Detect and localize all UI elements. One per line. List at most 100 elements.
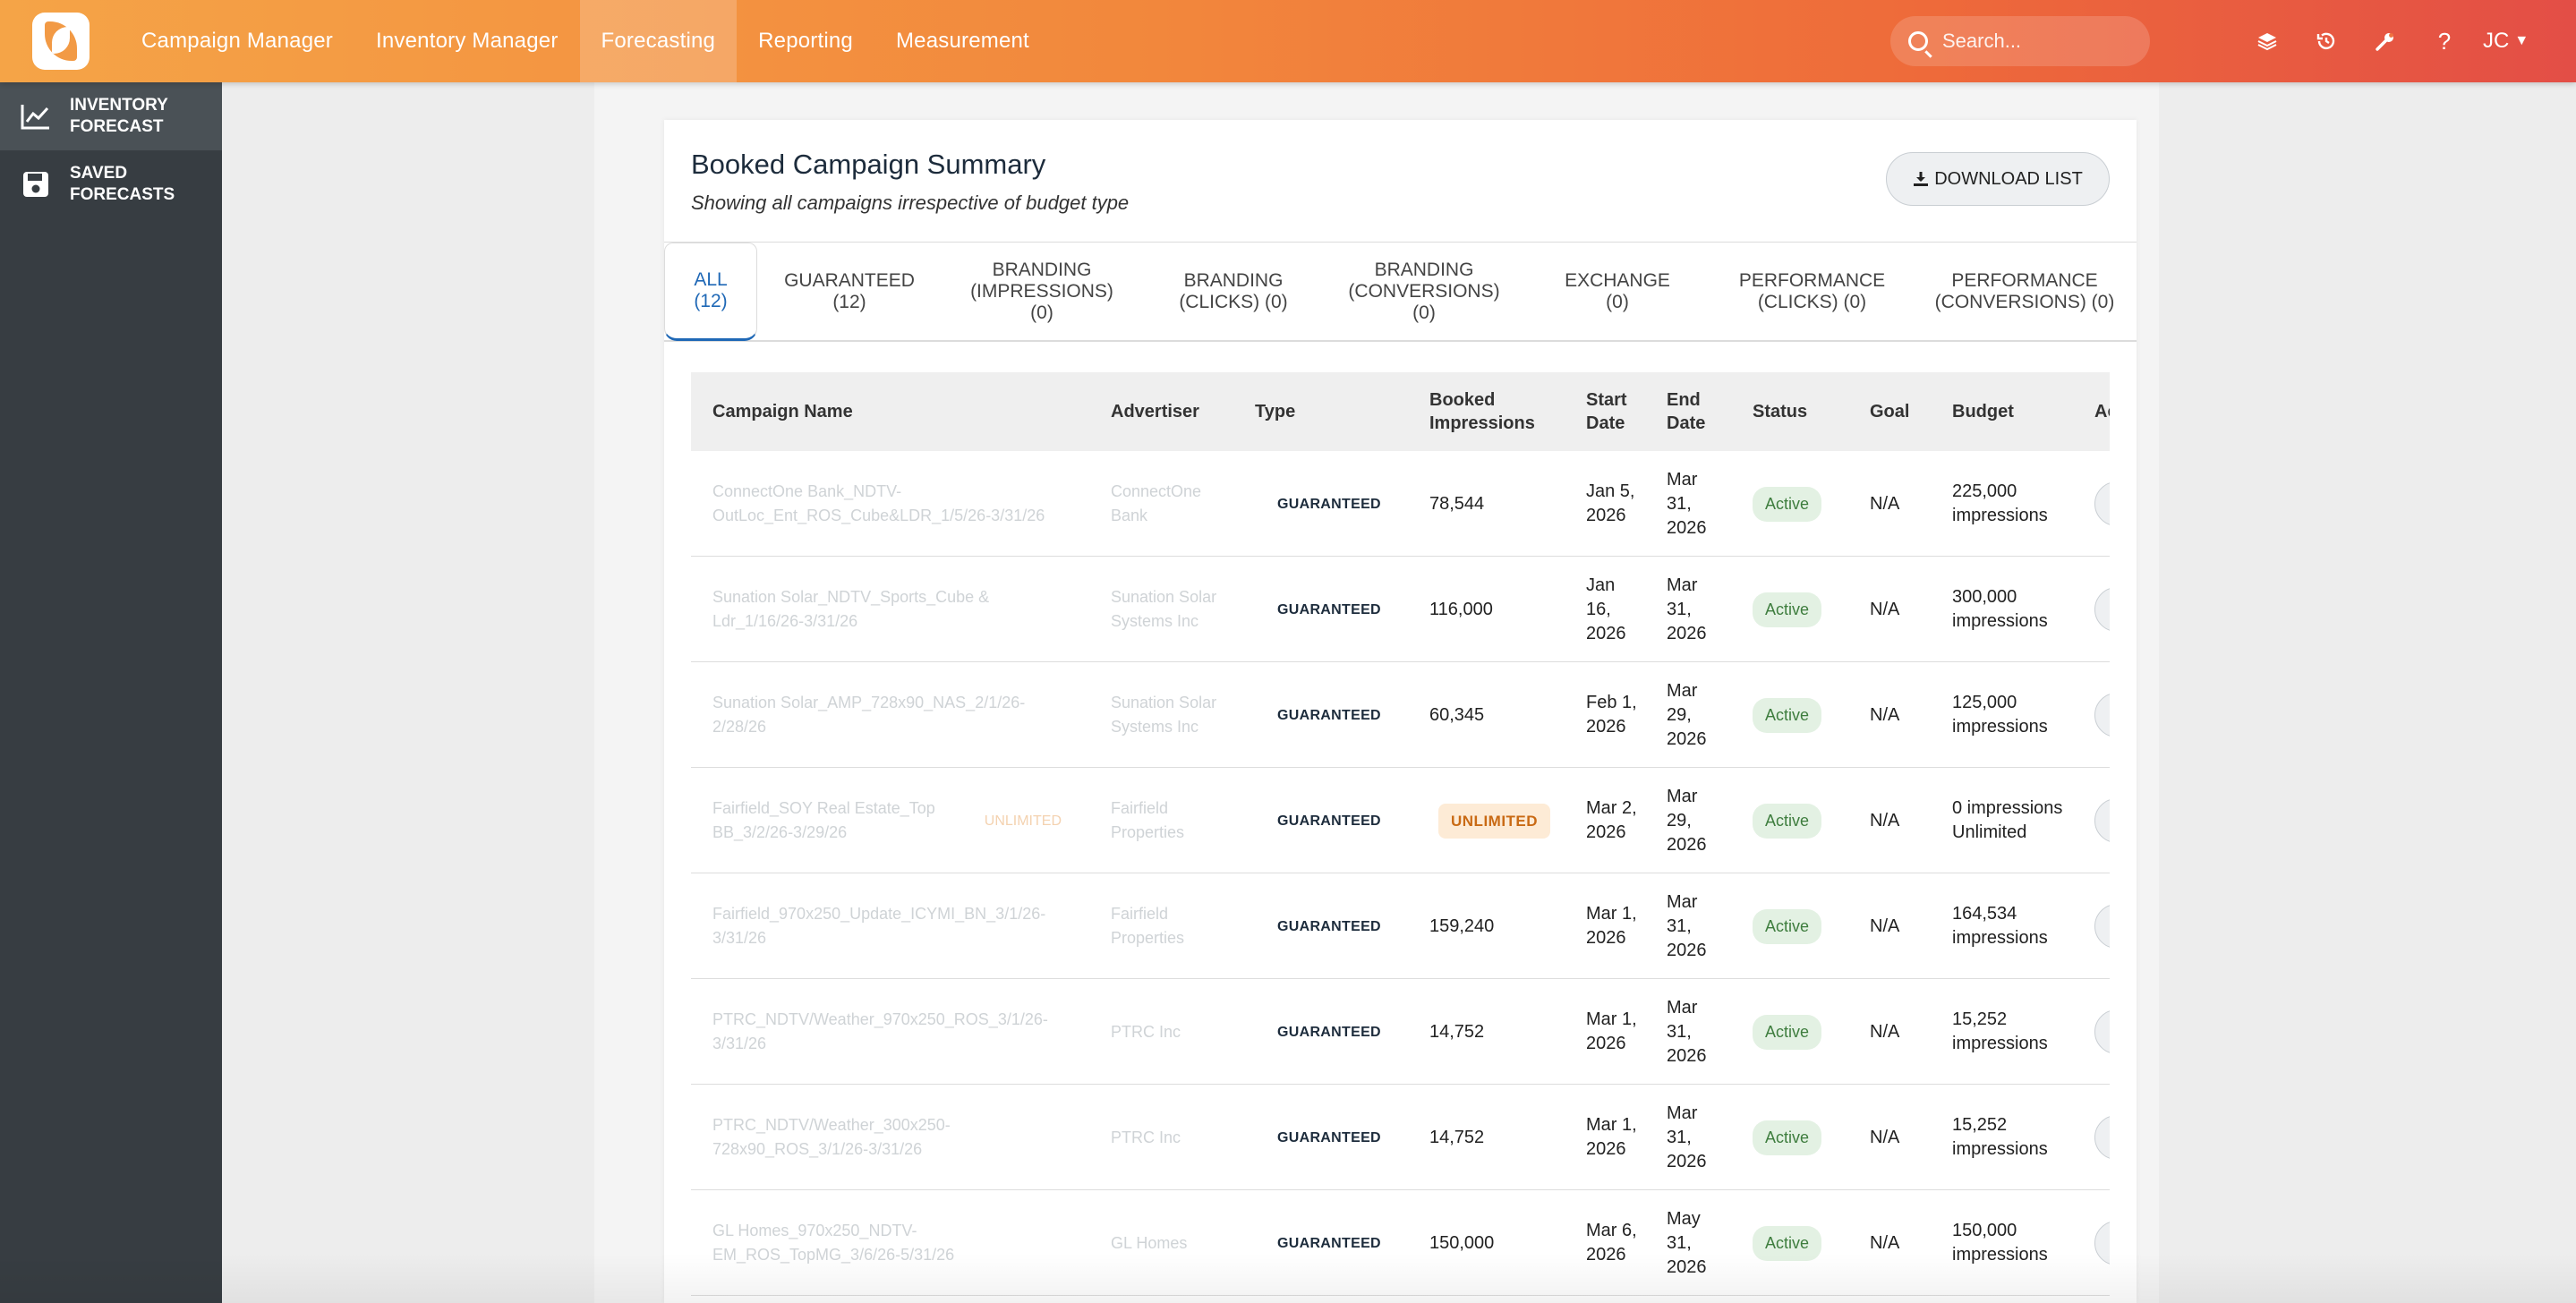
table-row[interactable]: ConnectOne Bank_NDTV-OutLoc_Ent_ROS_Cube… — [691, 451, 2110, 557]
tab-branding-conversions[interactable]: BRANDING (CONVERSIONS) (0) — [1348, 260, 1500, 323]
col-actions[interactable]: Ac — [2094, 402, 2110, 422]
campaign-name-cell[interactable]: GL Homes_970x250_NDTV-EM_ROS_TopMG_3/6/2… — [712, 1190, 1062, 1296]
nav-inventory-manager[interactable]: Inventory Manager — [376, 29, 559, 53]
tab-branding-clicks[interactable]: BRANDING (CLICKS) (0) — [1179, 270, 1288, 312]
col-budget[interactable]: Budget — [1952, 402, 2014, 422]
row-action-button[interactable] — [2094, 481, 2110, 526]
campaign-name[interactable]: ConnectOne Bank_NDTV-OutLoc_Ent_ROS_Cube… — [712, 482, 1045, 524]
row-action-button[interactable] — [2094, 798, 2110, 843]
end-date-cell: Mar 31, 2026 — [1667, 891, 1707, 960]
sidebar-item-label: INVENTORY FORECAST — [70, 96, 168, 136]
tab-branding-impressions[interactable]: BRANDING (IMPRESSIONS) (0) — [970, 260, 1113, 323]
campaign-name-cell[interactable]: PTRC_NDTV/Weather_300x250-728x90_ROS_3/1… — [712, 1085, 1062, 1190]
nav-reporting[interactable]: Reporting — [758, 29, 853, 53]
col-type[interactable]: Type — [1255, 402, 1296, 422]
goal-cell: N/A — [1870, 1021, 1900, 1042]
type-cell: GUARANTEED — [1277, 662, 1381, 768]
campaign-name-badge: UNLIMITED — [984, 813, 1062, 829]
row-action-button[interactable] — [2094, 587, 2110, 632]
status-cell: Active — [1753, 662, 1822, 768]
type-cell: GUARANTEED — [1277, 1190, 1381, 1296]
download-list-button[interactable]: DOWNLOAD LIST — [1886, 152, 2110, 206]
campaign-name[interactable]: PTRC_NDTV/Weather_300x250-728x90_ROS_3/1… — [712, 1116, 951, 1158]
start-date-cell: Mar 2, 2026 — [1586, 798, 1637, 842]
nav-forecasting[interactable]: Forecasting — [579, 0, 738, 82]
type-label: GUARANTEED — [1277, 707, 1381, 723]
campaign-name-cell[interactable]: ConnectOne Bank_NDTV-OutLoc_Ent_ROS_Cube… — [712, 451, 1062, 557]
goal-cell: N/A — [1870, 810, 1900, 830]
chart-line-icon — [20, 100, 52, 132]
booked-impressions-value: 150,000 — [1429, 1232, 1495, 1253]
booked-impressions-cell: 78,544 — [1429, 451, 1484, 557]
tab-all[interactable]: ALL (12) — [664, 243, 757, 341]
table-row[interactable]: Sunation Solar_AMP_728x90_NAS_2/1/26-2/2… — [691, 662, 2110, 768]
chevron-down-icon: ▼ — [2514, 33, 2529, 48]
row-action-button[interactable] — [2094, 693, 2110, 737]
help-icon[interactable]: ? — [2437, 27, 2452, 55]
row-action-button[interactable] — [2094, 1115, 2110, 1160]
table-row[interactable]: Fairfield_SOY Real Estate_Top BB_3/2/26-… — [691, 768, 2110, 873]
campaign-name-cell[interactable]: Fairfield_970x250_Update_ICYMI_BN_3/1/26… — [712, 873, 1062, 979]
search-input[interactable] — [1942, 30, 2139, 53]
campaign-table: Campaign Name Advertiser Type Booked Imp… — [691, 372, 2110, 1303]
end-date-cell: Mar 29, 2026 — [1667, 786, 1707, 855]
booked-campaign-summary-card: Booked Campaign Summary Showing all camp… — [664, 120, 2137, 1303]
campaign-name-cell[interactable]: PTRC_NDTV/Weather_970x250_ROS_3/1/26-3/3… — [712, 979, 1062, 1085]
campaign-name-cell[interactable]: Sunation Solar_NDTV_Sports_Cube & Ldr_1/… — [712, 557, 1062, 662]
layers-icon[interactable] — [2238, 0, 2297, 82]
advertiser-cell: PTRC Inc — [1111, 1022, 1181, 1041]
goal-cell: N/A — [1870, 1232, 1900, 1253]
advertiser-cell: ConnectOne Bank — [1111, 482, 1202, 524]
sidebar-item-inventory-forecast[interactable]: INVENTORY FORECAST — [0, 82, 222, 150]
table-row[interactable]: PTRC_NDTV/Weather_300x250-728x90_ROS_3/1… — [691, 1085, 2110, 1190]
tab-performance-clicks[interactable]: PERFORMANCE (CLICKS) (0) — [1738, 270, 1886, 312]
campaign-name[interactable]: Sunation Solar_NDTV_Sports_Cube & Ldr_1/… — [712, 588, 990, 630]
status-cell: Active — [1753, 979, 1822, 1085]
col-campaign-name[interactable]: Campaign Name — [712, 402, 853, 422]
sidebar-item-label: SAVED FORECASTS — [70, 164, 175, 204]
col-goal[interactable]: Goal — [1870, 402, 1910, 422]
booked-impressions-value: 60,345 — [1429, 704, 1485, 725]
table-row[interactable]: PTRC_NDTV/Weather_970x250_ROS_3/1/26-3/3… — [691, 979, 2110, 1085]
col-advertiser[interactable]: Advertiser — [1111, 402, 1199, 422]
end-date-cell: Mar 31, 2026 — [1667, 997, 1707, 1066]
tab-exchange[interactable]: EXCHANGE (0) — [1565, 270, 1670, 312]
budget-cell: 164,534 impressions — [1952, 904, 2048, 948]
booked-impressions-cell: 60,345 — [1429, 662, 1484, 768]
wrench-icon[interactable] — [2356, 0, 2415, 82]
col-booked-impressions[interactable]: Booked Impressions — [1429, 390, 1535, 433]
end-date-cell: May 31, 2026 — [1667, 1208, 1707, 1277]
campaign-name-cell[interactable]: Fairfield_SOY Real Estate_Top BB_3/2/26-… — [712, 768, 1062, 873]
col-start-date[interactable]: Start Date — [1586, 390, 1627, 433]
start-date-cell: Mar 6, 2026 — [1586, 1221, 1637, 1265]
table-row[interactable]: Fairfield_970x250_Update_ICYMI_BN_3/1/26… — [691, 873, 2110, 979]
nav-campaign-manager[interactable]: Campaign Manager — [141, 29, 333, 53]
end-date-cell: Mar 31, 2026 — [1667, 1103, 1707, 1171]
app-logo[interactable] — [32, 13, 90, 70]
user-menu[interactable]: JC ▼ — [2474, 29, 2529, 54]
table-row[interactable]: Sunation Solar_NDTV_Sports_Cube & Ldr_1/… — [691, 557, 2110, 662]
table-row[interactable]: GL Homes_970x250_NDTV-EM_ROS_TopMG_3/6/2… — [691, 1190, 2110, 1296]
status-badge: Active — [1753, 697, 1822, 733]
campaign-name[interactable]: PTRC_NDTV/Weather_970x250_ROS_3/1/26-3/3… — [712, 1010, 1048, 1052]
campaign-name[interactable]: GL Homes_970x250_NDTV-EM_ROS_TopMG_3/6/2… — [712, 1222, 954, 1264]
history-icon[interactable] — [2297, 0, 2356, 82]
campaign-name[interactable]: Sunation Solar_AMP_728x90_NAS_2/1/26-2/2… — [712, 694, 1026, 736]
end-date-cell: Mar 31, 2026 — [1667, 575, 1707, 643]
status-cell: Active — [1753, 557, 1822, 662]
campaign-name[interactable]: Fairfield_970x250_Update_ICYMI_BN_3/1/26… — [712, 905, 1046, 947]
col-end-date[interactable]: End Date — [1667, 390, 1706, 433]
campaign-name-cell[interactable]: Sunation Solar_AMP_728x90_NAS_2/1/26-2/2… — [712, 662, 1062, 768]
tab-guaranteed[interactable]: GUARANTEED (12) — [784, 270, 915, 312]
booked-impressions-value: 159,240 — [1429, 916, 1495, 936]
col-status[interactable]: Status — [1753, 402, 1808, 422]
campaign-name[interactable]: Fairfield_SOY Real Estate_Top BB_3/2/26-… — [712, 799, 935, 841]
type-label: GUARANTEED — [1277, 601, 1381, 617]
sidebar-item-saved-forecasts[interactable]: SAVED FORECASTS — [0, 150, 222, 218]
row-action-button[interactable] — [2094, 904, 2110, 949]
row-action-button[interactable] — [2094, 1009, 2110, 1054]
save-icon — [20, 168, 52, 200]
status-badge: Active — [1753, 486, 1822, 522]
tab-performance-conversions[interactable]: PERFORMANCE (CONVERSIONS) (0) — [1934, 270, 2115, 312]
nav-measurement[interactable]: Measurement — [895, 29, 1029, 53]
